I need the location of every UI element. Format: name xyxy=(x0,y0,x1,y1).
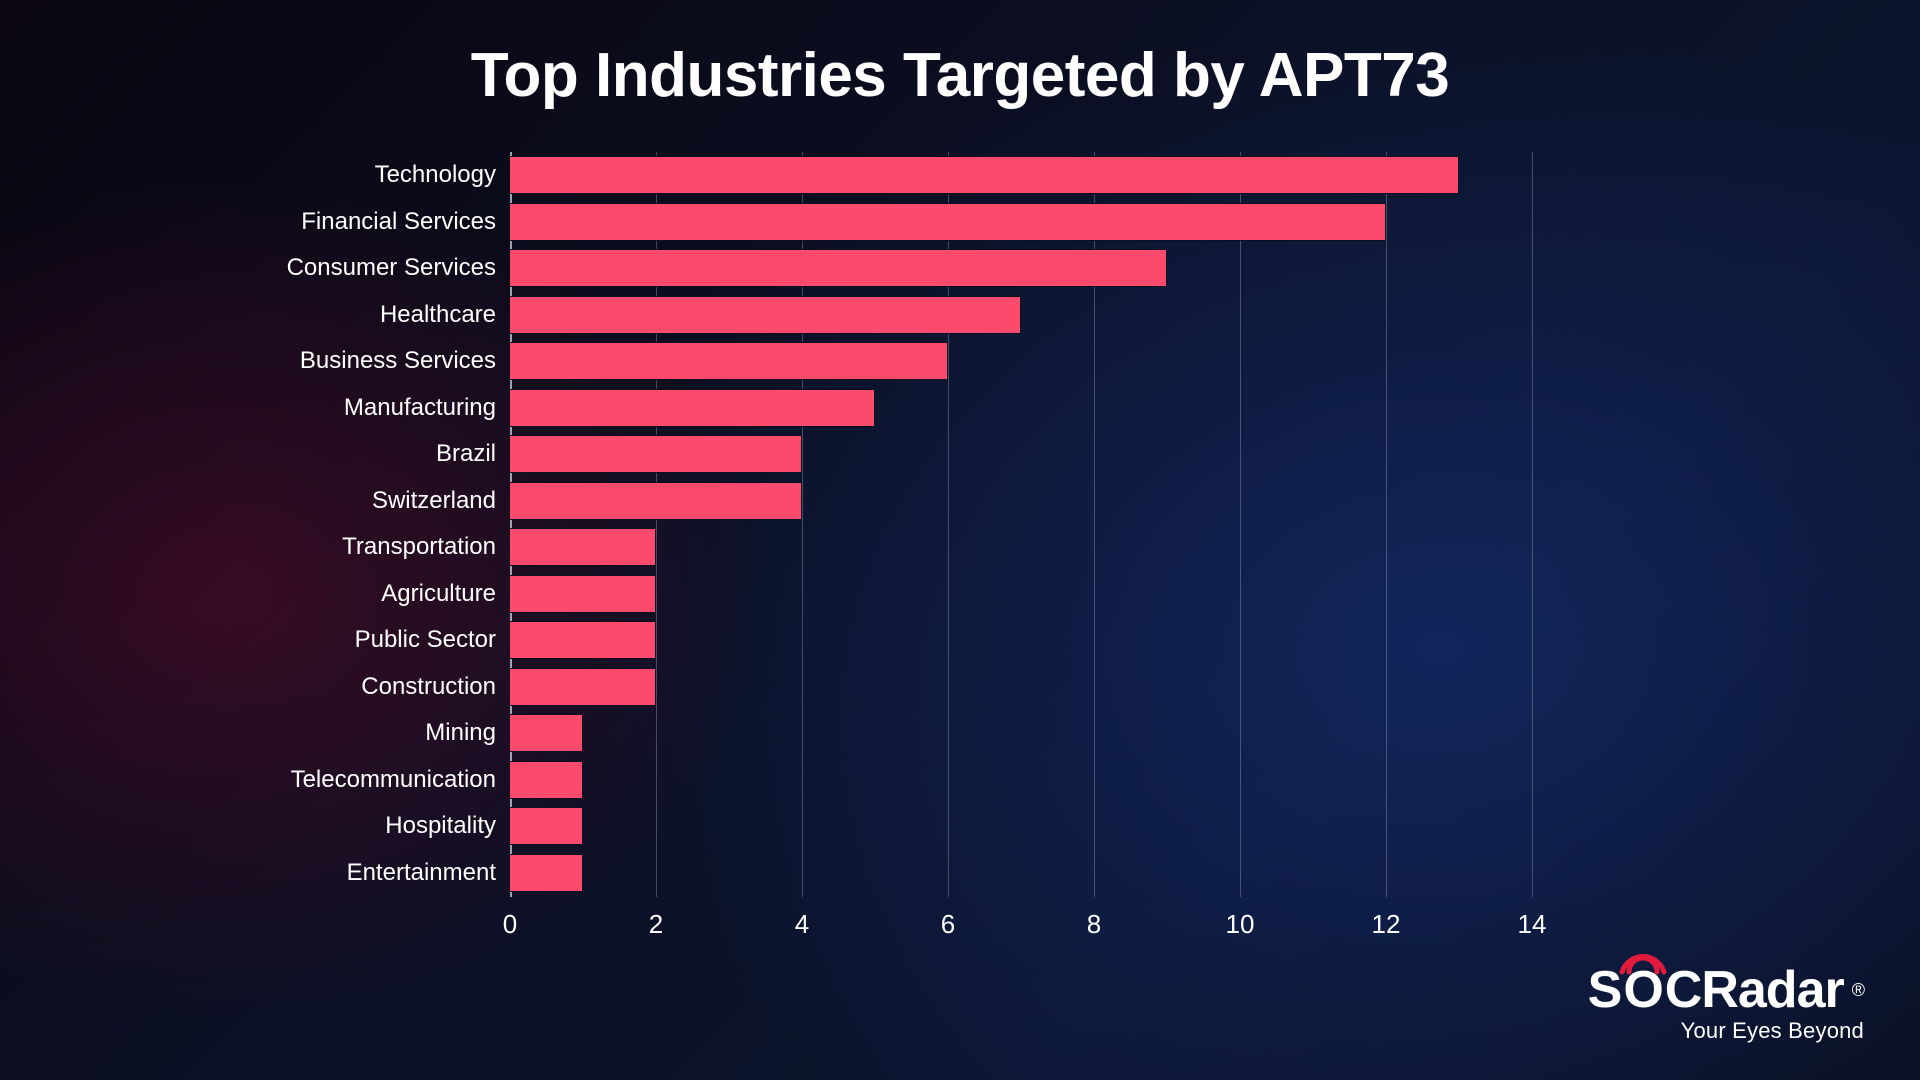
bar xyxy=(510,342,948,380)
bar xyxy=(510,203,1386,241)
bar-row: Switzerland xyxy=(510,482,802,520)
gridline xyxy=(1532,152,1533,897)
chart-title: Top Industries Targeted by APT73 xyxy=(0,40,1920,111)
bar xyxy=(510,482,802,520)
bar-label: Technology xyxy=(375,161,510,189)
bar-row: Healthcare xyxy=(510,296,1021,334)
bar-row: Telecommunication xyxy=(510,761,583,799)
x-tick-label: 2 xyxy=(649,897,663,940)
bar-row: Transportation xyxy=(510,528,656,566)
bar-label: Financial Services xyxy=(301,208,510,236)
bar xyxy=(510,249,1167,287)
bar xyxy=(510,761,583,799)
bar-label: Brazil xyxy=(436,440,510,468)
bar-row: Business Services xyxy=(510,342,948,380)
plot-area: 02468101214TechnologyFinancial ServicesC… xyxy=(510,152,1532,897)
logo-text-right: CRadar xyxy=(1665,964,1844,1016)
bar-label: Hospitality xyxy=(385,812,510,840)
registered-icon: ® xyxy=(1852,981,1864,999)
bar-label: Transportation xyxy=(342,533,510,561)
logo-tagline: Your Eyes Beyond xyxy=(1588,1018,1864,1044)
bar xyxy=(510,435,802,473)
bar-label: Agriculture xyxy=(381,580,510,608)
gridline xyxy=(1386,152,1387,897)
x-tick-label: 8 xyxy=(1087,897,1101,940)
bar-row: Mining xyxy=(510,714,583,752)
bar xyxy=(510,854,583,892)
bar-label: Construction xyxy=(361,673,510,701)
x-tick-label: 12 xyxy=(1372,897,1401,940)
bar xyxy=(510,668,656,706)
bar-label: Mining xyxy=(425,719,510,747)
bar-row: Entertainment xyxy=(510,854,583,892)
bar-label: Manufacturing xyxy=(344,394,510,422)
brand-logo: SOCRadar® Your Eyes Beyond xyxy=(1588,964,1864,1044)
logo-arcs-icon xyxy=(1616,942,1670,976)
bar-label: Consumer Services xyxy=(287,254,510,282)
bar-chart: 02468101214TechnologyFinancial ServicesC… xyxy=(510,152,1532,897)
bar xyxy=(510,389,875,427)
bar-label: Business Services xyxy=(300,347,510,375)
x-tick-label: 4 xyxy=(795,897,809,940)
bar-label: Telecommunication xyxy=(291,766,510,794)
bar xyxy=(510,807,583,845)
gridline xyxy=(1240,152,1241,897)
bar-row: Public Sector xyxy=(510,621,656,659)
bar xyxy=(510,621,656,659)
bar-row: Brazil xyxy=(510,435,802,473)
bar-row: Construction xyxy=(510,668,656,706)
bar-label: Entertainment xyxy=(347,859,510,887)
bar-label: Public Sector xyxy=(355,626,510,654)
x-tick-label: 14 xyxy=(1518,897,1547,940)
bar-row: Manufacturing xyxy=(510,389,875,427)
bar-label: Switzerland xyxy=(372,487,510,515)
x-tick-label: 10 xyxy=(1226,897,1255,940)
bar-row: Technology xyxy=(510,156,1459,194)
x-tick-label: 0 xyxy=(503,897,517,940)
bar-row: Hospitality xyxy=(510,807,583,845)
bar xyxy=(510,296,1021,334)
bar xyxy=(510,714,583,752)
bar-row: Financial Services xyxy=(510,203,1386,241)
bar-label: Healthcare xyxy=(380,301,510,329)
bar xyxy=(510,156,1459,194)
x-tick-label: 6 xyxy=(941,897,955,940)
bar-row: Consumer Services xyxy=(510,249,1167,287)
logo-letter-o: O xyxy=(1623,964,1662,1016)
bar xyxy=(510,575,656,613)
bar xyxy=(510,528,656,566)
bar-row: Agriculture xyxy=(510,575,656,613)
